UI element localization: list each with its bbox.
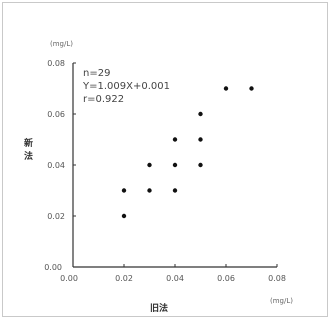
- y-unit-label: (mg/L): [50, 40, 73, 48]
- data-point: [172, 188, 178, 193]
- y-tick-label: 0.06: [47, 110, 65, 119]
- y-tick-label: 0.04: [47, 161, 65, 170]
- x-tick-label: 0.04: [166, 274, 184, 283]
- y-tick-label: 0.02: [47, 212, 65, 221]
- data-point: [198, 137, 203, 142]
- y-tick-label: 0.00: [44, 263, 62, 272]
- data-point: [198, 162, 203, 168]
- x-tick-label: 0.02: [115, 274, 133, 283]
- data-point: [121, 213, 127, 219]
- data-point: [249, 86, 254, 91]
- y-tick-label: 0.08: [47, 59, 65, 68]
- x-tick-label: 0.06: [217, 274, 235, 283]
- x-unit-label: (mg/L): [270, 297, 293, 305]
- y-ticks: 0.00 0.02 0.04 0.06 0.08: [44, 59, 76, 272]
- data-point: [147, 188, 152, 193]
- y-axis-title-line1: 新: [24, 137, 33, 149]
- stat-r: r=0.922: [83, 94, 124, 105]
- y-axis-title-line2: 法: [24, 150, 33, 162]
- data-points: [121, 86, 254, 219]
- data-point: [198, 111, 203, 117]
- stat-regression: Y=1.009X+0.001: [82, 81, 170, 92]
- data-point: [172, 162, 178, 168]
- x-ticks: 0.00 0.02 0.04 0.06 0.08: [60, 264, 286, 283]
- x-tick-label: 0.00: [60, 274, 78, 283]
- stat-n: n=29: [83, 68, 110, 79]
- chart-frame: [2, 2, 328, 317]
- data-point: [172, 137, 178, 142]
- data-point: [121, 188, 127, 193]
- x-tick-label: 0.08: [268, 274, 286, 283]
- data-point: [223, 86, 229, 91]
- data-point: [147, 162, 152, 168]
- x-axis-title: 旧法: [150, 302, 168, 314]
